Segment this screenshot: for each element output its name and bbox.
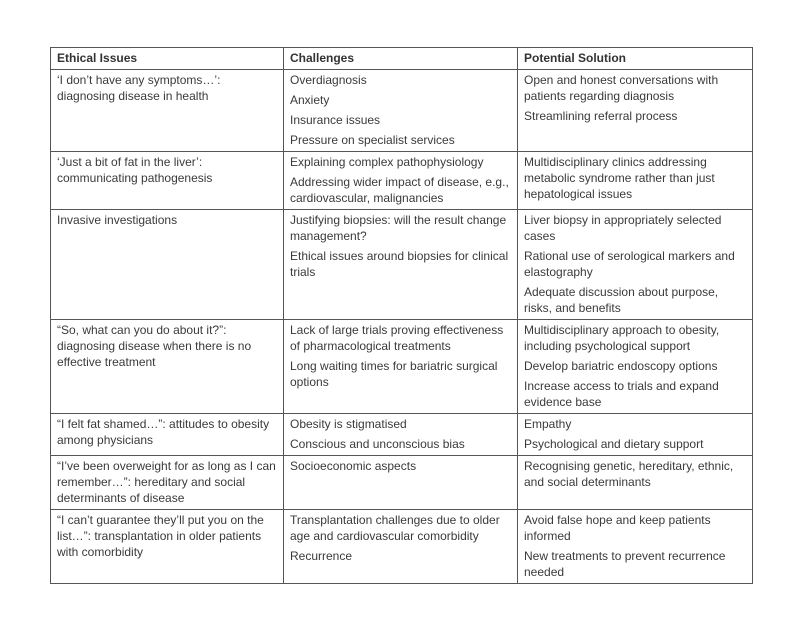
challenges-cell: Explaining complex pathophysiology Addres… (283, 151, 518, 210)
table-row: “I’ve been overweight for as long as I c… (50, 455, 753, 510)
table-row: “I can’t guarantee they’ll put you on th… (50, 509, 753, 584)
solutions-cell: Multidisciplinary approach to obesity, i… (517, 319, 753, 414)
challenge-item: Long waiting times for bariatric surgica… (290, 359, 498, 389)
solution-item: Multidisciplinary clinics addressing met… (524, 155, 715, 201)
solution-item: Multidisciplinary approach to obesity, i… (524, 323, 720, 353)
solution-item: Empathy (524, 417, 572, 431)
challenge-item: Lack of large trials proving effectivene… (290, 323, 504, 353)
challenge-item: Transplantation challenges due to older … (290, 513, 500, 543)
challenge-item: Explaining complex pathophysiology (290, 155, 484, 169)
solution-item: Increase access to trials and expand evi… (524, 379, 719, 409)
challenge-item: Obesity is stigmatised (290, 417, 407, 431)
solutions-cell: Open and honest conversations with patie… (517, 69, 753, 152)
challenge-item: Recurrence (290, 549, 353, 563)
challenge-item: Pressure on specialist services (290, 133, 455, 147)
solution-item: Develop bariatric endoscopy options (524, 359, 718, 373)
challenge-item: Overdiagnosis (290, 73, 367, 87)
solution-item: New treatments to prevent recurrence nee… (524, 549, 726, 579)
header-potential-solution: Potential Solution (517, 47, 753, 70)
ethical-issues-table: Ethical Issues Challenges Potential Solu… (50, 47, 753, 584)
challenge-item: Ethical issues around biopsies for clini… (290, 249, 509, 279)
solution-item: Open and honest conversations with patie… (524, 73, 719, 103)
solutions-cell: Liver biopsy in appropriately selected c… (517, 209, 753, 320)
ethical-issue-cell: ‘Just a bit of fat in the liver’: commun… (50, 151, 284, 210)
ethical-issue-cell: “I’ve been overweight for as long as I c… (50, 455, 284, 510)
solutions-cell: Multidisciplinary clinics addressing met… (517, 151, 753, 210)
solution-item: Psychological and dietary support (524, 437, 704, 451)
ethical-issue-cell: “I felt fat shamed…”: attitudes to obesi… (50, 413, 284, 456)
solution-item: Adequate discussion about purpose, risks… (524, 285, 719, 315)
header-challenges: Challenges (283, 47, 518, 70)
solution-item: Avoid false hope and keep patients infor… (524, 513, 711, 543)
challenge-item: Addressing wider impact of disease, e.g.… (290, 175, 509, 205)
header-ethical-issues: Ethical Issues (50, 47, 284, 70)
table-row: “So, what can you do about it?”: diagnos… (50, 319, 753, 414)
solution-item: Streamlining referral process (524, 109, 678, 123)
challenge-item: Socioeconomic aspects (290, 459, 417, 473)
header-row: Ethical Issues Challenges Potential Solu… (50, 47, 753, 70)
challenge-item: Conscious and unconscious bias (290, 437, 465, 451)
challenges-cell: Transplantation challenges due to older … (283, 509, 518, 584)
table-row: “I felt fat shamed…”: attitudes to obesi… (50, 413, 753, 456)
ethical-issue-cell: “So, what can you do about it?”: diagnos… (50, 319, 284, 414)
challenges-cell: Socioeconomic aspects (283, 455, 518, 510)
ethical-issue-cell: “I can’t guarantee they’ll put you on th… (50, 509, 284, 584)
ethical-issue-cell: Invasive investigations (50, 209, 284, 320)
challenge-item: Justifying biopsies: will the result cha… (290, 213, 507, 243)
challenges-cell: Lack of large trials proving effectivene… (283, 319, 518, 414)
challenges-cell: Overdiagnosis Anxiety Insurance issues Pres… (283, 69, 518, 152)
solution-item: Recognising genetic, hereditary, ethnic,… (524, 459, 734, 489)
solutions-cell: Avoid false hope and keep patients infor… (517, 509, 753, 584)
challenge-item: Anxiety (290, 93, 330, 107)
challenge-item: Insurance issues (290, 113, 381, 127)
challenges-cell: Obesity is stigmatised Conscious and unco… (283, 413, 518, 456)
solution-item: Liver biopsy in appropriately selected c… (524, 213, 722, 243)
table-row: ‘Just a bit of fat in the liver’: commun… (50, 151, 753, 210)
solutions-cell: Recognising genetic, hereditary, ethnic,… (517, 455, 753, 510)
challenges-cell: Justifying biopsies: will the result cha… (283, 209, 518, 320)
table-row: Invasive investigations Justifying biopsi… (50, 209, 753, 320)
solution-item: Rational use of serological markers and … (524, 249, 735, 279)
table-row: ‘I don’t have any symptoms…’: diagnosing… (50, 69, 753, 152)
ethical-issue-cell: ‘I don’t have any symptoms…’: diagnosing… (50, 69, 284, 152)
solutions-cell: Empathy Psychological and dietary support (517, 413, 753, 456)
